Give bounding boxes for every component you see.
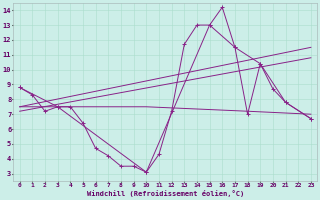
X-axis label: Windchill (Refroidissement éolien,°C): Windchill (Refroidissement éolien,°C) [87, 190, 244, 197]
